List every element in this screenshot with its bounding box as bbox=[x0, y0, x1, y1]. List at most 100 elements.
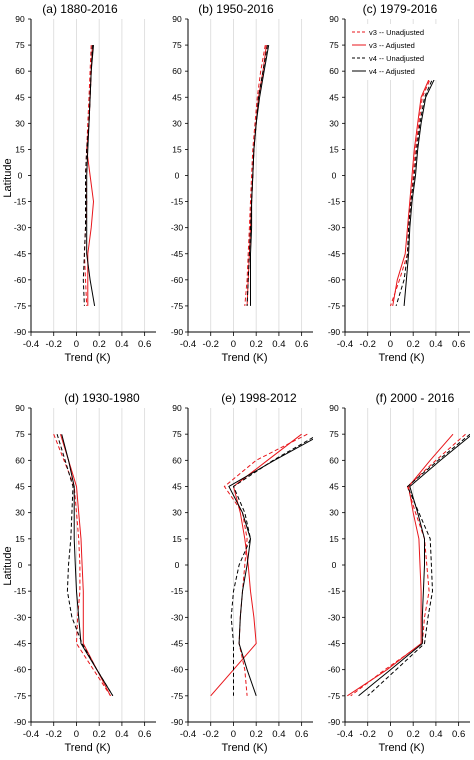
y-tick-label: -30 bbox=[14, 612, 27, 622]
y-tick-label: 60 bbox=[329, 455, 339, 465]
legend-box bbox=[350, 24, 450, 80]
x-axis-label: Trend (K) bbox=[64, 742, 110, 754]
x-tick-label: 0 bbox=[74, 729, 79, 740]
y-tick-label: -90 bbox=[14, 327, 27, 337]
x-tick-label: -0.2 bbox=[46, 339, 62, 350]
panel-title: (e) 1998-2012 bbox=[221, 391, 297, 405]
chart-panel: (d) 1930-1980 -0.4 -0.2 0 0.2 0.4 0.6 90 75 60 45 3… bbox=[14, 391, 156, 754]
series-line bbox=[86, 45, 95, 306]
x-tick-label: 0 bbox=[231, 339, 236, 350]
y-tick-label: -15 bbox=[328, 586, 341, 596]
y-tick-label: 90 bbox=[329, 14, 339, 24]
y-tick-label: 0 bbox=[332, 171, 337, 181]
x-tick-label: 0.2 bbox=[250, 339, 263, 350]
x-tick-label: 0.6 bbox=[295, 729, 308, 740]
x-tick-label: 0 bbox=[388, 339, 393, 350]
x-tick-label: 0.2 bbox=[93, 729, 106, 740]
x-axis-label: Trend (K) bbox=[221, 352, 267, 364]
series-line bbox=[86, 45, 96, 306]
series-group bbox=[210, 433, 313, 697]
legend-label: v3 -- Adjusted bbox=[369, 41, 415, 50]
y-tick-label: 0 bbox=[18, 560, 23, 570]
series-line bbox=[246, 45, 267, 306]
series-group bbox=[347, 433, 470, 697]
y-tick-label: -15 bbox=[171, 197, 184, 207]
x-tick-label: 0.2 bbox=[407, 729, 420, 740]
panel-title: (b) 1950-2016 bbox=[198, 2, 274, 16]
y-tick-label: 75 bbox=[15, 40, 25, 50]
y-tick-label: -60 bbox=[14, 275, 27, 285]
y-tick-label: -30 bbox=[171, 612, 184, 622]
y-tick-label: 75 bbox=[172, 429, 182, 439]
legend-label: v3 -- Unadjusted bbox=[369, 28, 424, 37]
y-tick-label: 45 bbox=[172, 92, 182, 102]
chart-panel: (e) 1998-2012 -0.4 -0.2 0 0.2 0.4 0.6 90 75 60 45 3… bbox=[171, 391, 313, 754]
y-tick-label: -75 bbox=[14, 691, 27, 701]
y-tick-label: -60 bbox=[171, 275, 184, 285]
y-tick-label: -45 bbox=[14, 639, 27, 649]
y-tick-label: -45 bbox=[171, 639, 184, 649]
y-tick-label: -30 bbox=[328, 612, 341, 622]
y-tick-label: 75 bbox=[15, 429, 25, 439]
y-tick-label: -90 bbox=[328, 327, 341, 337]
panel-title: (f) 2000 - 2016 bbox=[376, 391, 455, 405]
y-tick-label: 30 bbox=[172, 118, 182, 128]
series-group bbox=[390, 44, 450, 307]
y-axis-label: Latitude bbox=[2, 158, 14, 197]
series-line bbox=[390, 44, 446, 307]
series-line bbox=[223, 433, 308, 696]
y-tick-label: 15 bbox=[329, 534, 339, 544]
x-tick-label: 0.6 bbox=[295, 339, 308, 350]
y-tick-label: -90 bbox=[171, 717, 184, 727]
chart-panel: (f) 2000 - 2016 -0.4 -0.2 0 0.2 0.4 0.6 90 75 60 4… bbox=[328, 391, 470, 754]
x-tick-label: 0.4 bbox=[272, 729, 285, 740]
x-tick-label: 0.6 bbox=[138, 339, 151, 350]
y-tick-label: 30 bbox=[172, 508, 182, 518]
series-line bbox=[395, 44, 448, 307]
y-tick-label: 90 bbox=[15, 403, 25, 413]
y-tick-label: -60 bbox=[14, 665, 27, 675]
series-line bbox=[367, 433, 470, 697]
x-tick-label: 0.2 bbox=[250, 729, 263, 740]
y-tick-label: 15 bbox=[172, 534, 182, 544]
x-tick-label: 0 bbox=[231, 729, 236, 740]
x-tick-label: -0.4 bbox=[337, 729, 353, 740]
y-tick-label: -45 bbox=[171, 249, 184, 259]
y-tick-label: -45 bbox=[328, 249, 341, 259]
y-tick-label: -90 bbox=[171, 327, 184, 337]
y-tick-label: 30 bbox=[15, 118, 25, 128]
x-tick-label: 0.4 bbox=[429, 729, 442, 740]
x-tick-label: -0.4 bbox=[337, 339, 353, 350]
y-tick-label: -15 bbox=[328, 197, 341, 207]
y-tick-label: -75 bbox=[14, 301, 27, 311]
x-tick-label: 0.6 bbox=[138, 729, 151, 740]
y-tick-label: 75 bbox=[329, 40, 339, 50]
x-tick-label: 0.4 bbox=[272, 339, 285, 350]
y-tick-label: -15 bbox=[14, 586, 27, 596]
y-tick-label: 45 bbox=[15, 482, 25, 492]
y-tick-label: 60 bbox=[329, 66, 339, 76]
y-tick-label: 60 bbox=[15, 455, 25, 465]
chart-panel: (b) 1950-2016 -0.4 -0.2 0 0.2 0.4 0.6 90 75 60 45 3… bbox=[171, 2, 313, 364]
y-tick-label: 60 bbox=[172, 455, 182, 465]
series-line bbox=[392, 44, 444, 306]
y-tick-label: 90 bbox=[329, 403, 339, 413]
y-tick-label: 75 bbox=[172, 40, 182, 50]
x-tick-label: -0.2 bbox=[203, 729, 219, 740]
x-axis-label: Trend (K) bbox=[64, 352, 110, 364]
y-tick-label: -30 bbox=[14, 223, 27, 233]
y-tick-label: 15 bbox=[329, 144, 339, 154]
y-tick-label: -75 bbox=[328, 301, 341, 311]
x-tick-label: 0.2 bbox=[407, 339, 420, 350]
y-tick-label: 45 bbox=[329, 482, 339, 492]
y-tick-label: 90 bbox=[15, 14, 25, 24]
series-line bbox=[358, 435, 470, 697]
legend-label: v4 -- Adjusted bbox=[369, 67, 415, 76]
y-tick-label: -75 bbox=[171, 691, 184, 701]
x-tick-label: 0.6 bbox=[452, 339, 465, 350]
series-group bbox=[82, 45, 96, 306]
series-line bbox=[82, 45, 93, 306]
y-tick-label: 30 bbox=[329, 118, 339, 128]
x-axis-label: Trend (K) bbox=[221, 742, 267, 754]
x-tick-label: -0.4 bbox=[180, 339, 196, 350]
